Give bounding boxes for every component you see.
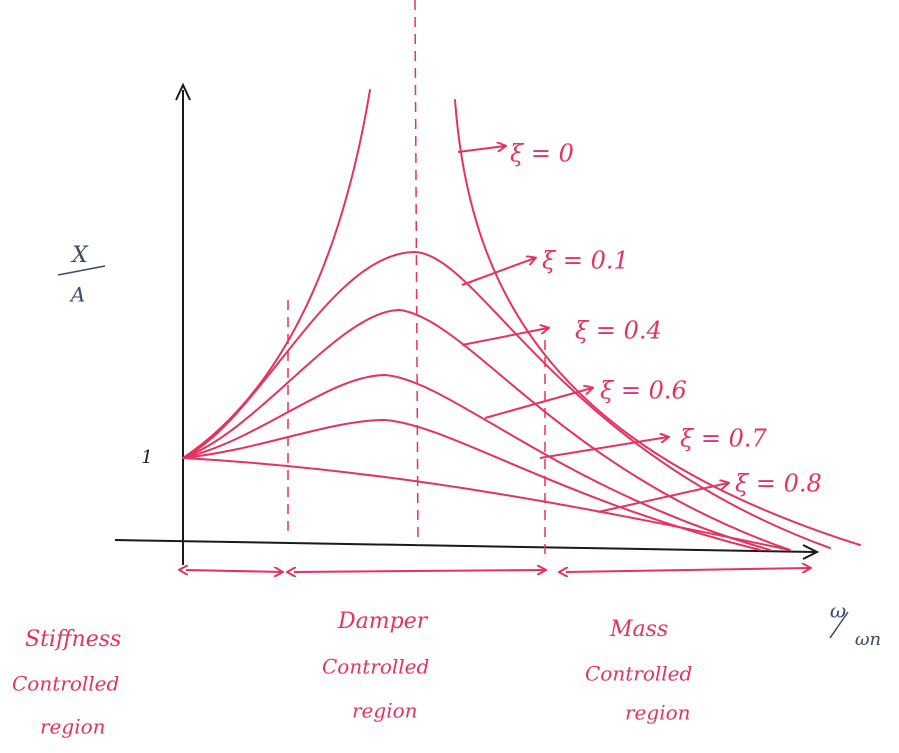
region-label: Damper: [337, 609, 429, 634]
region-label: region: [40, 715, 106, 739]
curve-label: ξ = 0.1: [542, 247, 629, 275]
region-span: [294, 570, 545, 572]
x-label-denominator: ωn: [855, 629, 881, 650]
region-label: Stiffness: [25, 627, 121, 652]
boundary-line: [415, 0, 418, 545]
region-label: region: [352, 699, 418, 723]
pointer-arrow: [598, 483, 728, 512]
pointer-arrow: [485, 388, 592, 418]
curve-zeta-07: [183, 420, 760, 550]
pointer-arrow: [458, 146, 505, 152]
region-span: [186, 570, 282, 572]
region-label: Controlled: [12, 672, 119, 696]
region-label: Controlled: [585, 662, 692, 686]
curve-label: ξ = 0.4: [575, 317, 662, 345]
curve-label: ξ = 0: [510, 140, 574, 168]
page: { "axes": { "y_label": {"numerator": "X"…: [0, 0, 899, 753]
diagram: X A 1 ω ωn ξ = 0 ξ = 0.1 ξ = 0.4 ξ = 0.6…: [0, 0, 899, 753]
y-mark: 1: [141, 447, 152, 468]
curve-label: ξ = 0.7: [680, 425, 767, 453]
region-label: Mass: [609, 617, 668, 642]
y-label-numerator: X: [70, 243, 89, 268]
region-label: region: [625, 701, 691, 725]
curve-zeta-08: [183, 458, 790, 550]
region-span: [566, 568, 810, 572]
curve-label: ξ = 0.8: [735, 470, 822, 498]
region-label: Controlled: [322, 655, 429, 679]
curve-label: ξ = 0.6: [600, 377, 687, 405]
x-axis: [115, 540, 815, 552]
y-label-denominator: A: [69, 283, 85, 307]
curve-zeta-0-left: [183, 90, 370, 458]
